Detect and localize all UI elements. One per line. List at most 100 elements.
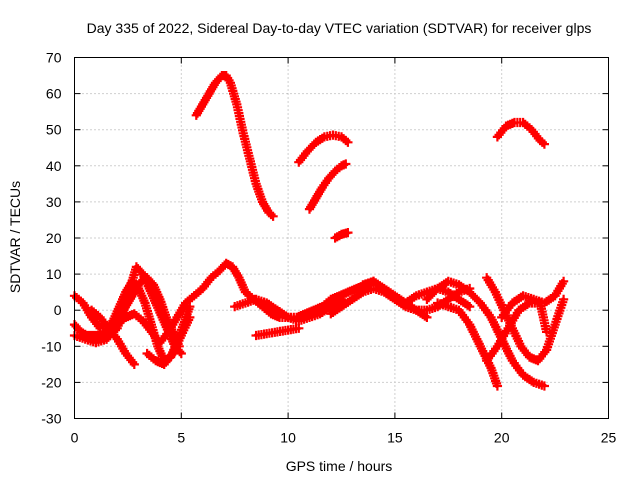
data-point (320, 304, 324, 309)
data-point (457, 290, 461, 294)
data-point (468, 290, 472, 294)
data-point (233, 304, 237, 309)
data-point (468, 304, 472, 309)
y-axis-label: SDTVAR / TECUs (7, 181, 23, 293)
data-point (521, 294, 525, 298)
data-point (297, 160, 301, 164)
data-point (218, 268, 222, 273)
series-low-4 (101, 273, 184, 351)
data-point (489, 315, 493, 320)
data-point (489, 366, 493, 370)
series-low-7 (251, 323, 304, 341)
data-point (485, 276, 489, 280)
y-tick-label: -20 (41, 374, 61, 390)
data-point (344, 162, 348, 166)
data-point (98, 326, 102, 330)
data-point (329, 312, 333, 316)
data-point (254, 333, 258, 338)
data-point (162, 362, 166, 366)
series-low-12 (422, 276, 549, 391)
data-point (371, 279, 376, 283)
data-point (194, 113, 198, 117)
data-point (243, 301, 247, 305)
x-tick-label: 10 (280, 430, 296, 446)
data-point (224, 261, 228, 265)
data-point (224, 73, 228, 78)
data-point (98, 315, 102, 320)
data-point (243, 290, 247, 294)
data-point (254, 182, 258, 186)
x-axis-label: GPS time / hours (286, 458, 393, 474)
data-point (83, 337, 87, 341)
data-point (436, 286, 440, 291)
data-point (275, 308, 280, 312)
data-point (271, 214, 275, 218)
data-point (506, 326, 510, 330)
data-point (562, 297, 566, 301)
data-point (382, 286, 386, 291)
data-point (188, 315, 192, 320)
data-point (425, 308, 429, 312)
data-point (277, 315, 282, 320)
data-point (286, 315, 290, 320)
y-tick-label: 30 (46, 194, 62, 210)
y-tick-label: -10 (41, 338, 61, 354)
data-point (145, 276, 149, 280)
data-point (495, 384, 500, 388)
data-point (175, 315, 179, 320)
data-point (339, 135, 344, 139)
data-point (132, 290, 136, 294)
x-tick-label: 0 (71, 430, 79, 446)
data-point (297, 319, 301, 323)
data-point (164, 315, 168, 320)
data-point (151, 283, 156, 287)
data-point (446, 304, 450, 309)
data-series (69, 71, 569, 391)
data-point (562, 279, 566, 283)
data-point (521, 373, 525, 377)
data-point (188, 304, 192, 309)
data-point (179, 333, 183, 338)
data-point (527, 355, 532, 359)
data-point (510, 359, 514, 363)
series-low-6 (142, 312, 195, 369)
data-point (519, 344, 523, 348)
data-point (149, 323, 153, 327)
data-point (213, 81, 218, 85)
data-point (361, 290, 365, 294)
x-tick-label: 25 (601, 430, 617, 446)
data-point (532, 297, 536, 301)
data-point (436, 301, 440, 305)
data-point (286, 328, 290, 332)
data-point (504, 124, 508, 128)
data-point (132, 312, 136, 316)
data-point (220, 73, 224, 78)
data-point (265, 332, 269, 336)
data-point (446, 279, 450, 283)
data-point (141, 272, 145, 276)
data-point (314, 140, 318, 144)
tick-labels: 0 5 10 15 20 25 -30 -20 -10 0 10 20 30 40 50 60 70 (41, 50, 616, 446)
series-low-8 (230, 294, 347, 326)
data-point (517, 308, 521, 312)
data-point (361, 283, 365, 287)
data-point (493, 290, 497, 294)
series-low-16 (497, 276, 569, 322)
data-point (532, 380, 536, 384)
data-point (553, 294, 557, 298)
data-point (235, 102, 239, 107)
data-point (126, 301, 130, 305)
data-point (544, 330, 549, 334)
data-point (339, 297, 344, 301)
data-point (79, 330, 83, 334)
y-tick-label: 60 (46, 86, 62, 102)
data-point (104, 337, 109, 341)
data-point (346, 290, 350, 294)
data-point (446, 297, 450, 301)
data-point (425, 315, 429, 320)
data-point (132, 362, 136, 366)
data-point (267, 211, 271, 215)
data-point (350, 297, 354, 301)
data-point (478, 344, 482, 348)
